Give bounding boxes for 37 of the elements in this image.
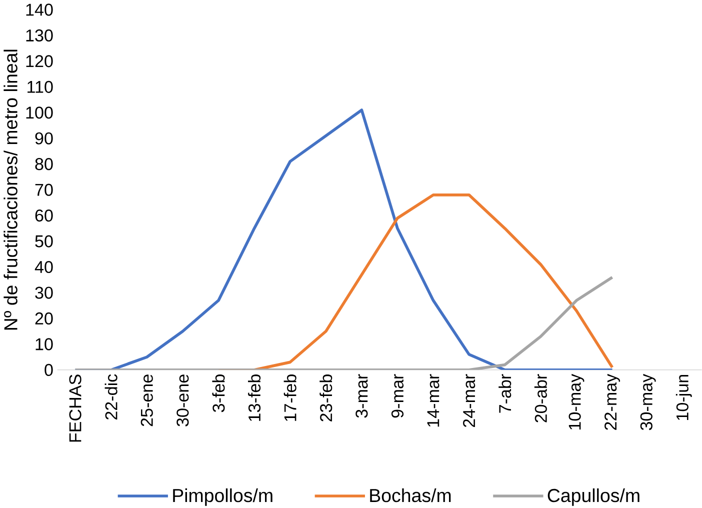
y-tick-label: 120 [26,55,53,68]
x-tick-label: FECHAS [69,374,82,442]
y-tick-label: 60 [35,210,53,222]
x-tick-label: 7-abr [498,374,512,413]
y-tick-label: 10 [36,338,53,350]
y-tick-label: 130 [26,29,53,42]
x-tick-label: 30-ene [176,374,189,426]
y-tick-label: 50 [35,235,53,248]
x-tick-label: 9-mar [391,374,404,418]
x-tick-label: 17-feb [284,374,296,421]
x-tick-label: 25-ene [140,374,153,426]
y-tick-label: 30 [35,286,53,299]
x-tick-label: 20-abr [534,374,547,422]
y-tick-label: 80 [35,158,53,170]
x-tick-label: 24-mar [463,374,476,428]
y-tick-label: 70 [35,184,53,196]
x-tick-label: 10-jun [676,374,692,420]
legend-label: Capullos/m [548,488,640,506]
y-axis-title: Nº de fructificaciones/ metro lineal [4,50,18,330]
x-tick-label: 14-mar [427,374,440,427]
x-tick-label: 3-feb [212,374,225,412]
x-tick-label: 30-may [640,374,656,430]
x-tick-label: 10-may [568,374,584,430]
x-tick-label: 22-may [604,374,620,430]
y-tick-label: 40 [34,260,53,274]
legend-label: Pimpollos/m [173,488,272,506]
x-tick-label: 22-dic [104,374,118,420]
y-tick-label: 100 [26,106,53,119]
legend-label: Bochas/m [370,488,451,502]
x-tick-label: 13-feb [248,374,261,421]
x-tick-label: 3-mar [356,374,368,418]
y-tick-label: 110 [28,80,53,93]
y-tick-label: 90 [35,132,53,144]
y-tick-label: 20 [35,312,53,325]
y-tick-label: 0 [44,364,53,376]
x-tick-label: 23-feb [320,374,332,422]
y-tick-label: 140 [26,4,53,16]
